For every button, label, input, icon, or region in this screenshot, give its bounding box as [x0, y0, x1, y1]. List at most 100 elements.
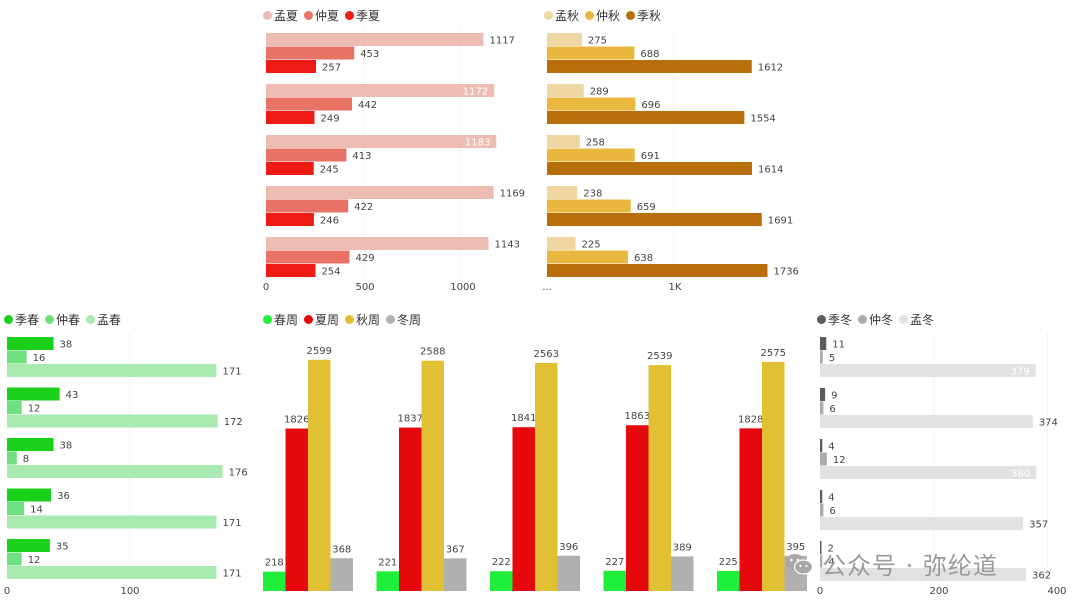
column — [421, 360, 444, 591]
bar — [547, 46, 635, 60]
legend-swatch — [304, 11, 314, 20]
legend-label: 孟冬 — [910, 313, 935, 327]
bar — [820, 503, 824, 517]
data-label: 1826 — [284, 415, 309, 426]
data-label: 1554 — [750, 114, 775, 125]
bar — [820, 401, 824, 415]
data-label: 4 — [828, 557, 834, 568]
bar — [7, 414, 218, 428]
bar — [7, 401, 22, 414]
bar — [820, 568, 1026, 581]
data-label: 357 — [1029, 520, 1048, 531]
data-label: 696 — [641, 100, 660, 111]
legend-swatch — [858, 315, 868, 324]
x-tick-label: 1000 — [450, 282, 475, 293]
legend-item: 季冬 — [817, 311, 852, 328]
data-label: 9 — [831, 391, 837, 402]
data-label: 1169 — [500, 189, 525, 200]
bar — [547, 186, 578, 199]
data-label: 222 — [492, 557, 511, 568]
bar — [547, 199, 631, 213]
column — [490, 571, 513, 591]
bar — [820, 554, 823, 568]
bar — [547, 213, 762, 226]
bar — [547, 135, 580, 148]
legend-label: 仲春 — [56, 313, 81, 327]
column — [648, 365, 671, 591]
data-label: 172 — [224, 417, 243, 428]
data-label: 171 — [222, 518, 241, 529]
legend-label: 春周 — [274, 313, 299, 327]
column — [626, 425, 649, 591]
data-label: 249 — [320, 114, 339, 125]
watermark: 公众号 · 弥纶道 — [784, 546, 998, 581]
x-tick-label: ... — [542, 282, 552, 293]
x-tick-label: 1K — [669, 282, 682, 293]
data-label: 225 — [719, 557, 738, 568]
bar — [266, 60, 317, 73]
data-label: 1117 — [489, 36, 514, 47]
bar — [547, 111, 745, 124]
data-label: 2 — [828, 544, 834, 555]
bar — [820, 490, 823, 503]
bar — [266, 162, 314, 175]
data-label: 1612 — [758, 63, 783, 74]
legend-item: 冬周 — [386, 311, 421, 328]
legend-label: 孟秋 — [555, 9, 580, 23]
data-label: 396 — [559, 542, 578, 553]
data-label: 238 — [583, 189, 602, 200]
data-label: 413 — [352, 151, 371, 162]
bar — [266, 237, 489, 250]
legend-swatch — [585, 11, 595, 20]
column — [671, 556, 694, 591]
bar — [547, 33, 582, 46]
data-label: 6 — [829, 506, 835, 517]
legend-item: 孟秋 — [544, 7, 579, 24]
legend-item: 孟夏 — [263, 7, 298, 24]
column — [512, 427, 535, 591]
bar — [266, 97, 353, 111]
legend-label: 季秋 — [637, 9, 662, 23]
legend-item: 季春 — [4, 311, 39, 328]
legend-swatch — [4, 315, 13, 324]
data-label: 422 — [354, 202, 373, 213]
legend-item: 夏周 — [304, 311, 339, 328]
legend-item: 仲冬 — [858, 311, 893, 328]
bar — [820, 337, 827, 350]
bar — [7, 515, 217, 529]
data-label: 1863 — [625, 411, 650, 422]
spring-legend: 季春 仲春 孟春 — [4, 311, 121, 328]
legend-swatch — [304, 315, 314, 324]
data-label: 367 — [446, 544, 465, 555]
bar — [820, 364, 1036, 377]
data-label: 368 — [332, 544, 351, 555]
bar — [820, 541, 822, 554]
legend-label: 季春 — [15, 313, 40, 327]
data-label: 43 — [66, 390, 79, 401]
data-label: 389 — [673, 542, 692, 553]
data-label: 1183 — [465, 138, 490, 149]
legend-label: 仲秋 — [596, 9, 621, 23]
legend-label: 夏周 — [315, 313, 340, 327]
bar — [7, 438, 54, 451]
bar — [7, 364, 217, 377]
column — [285, 428, 308, 591]
column — [535, 362, 558, 591]
data-label: 11 — [832, 340, 845, 351]
bar — [7, 465, 223, 478]
data-label: 171 — [222, 367, 241, 378]
legend-item: 季夏 — [345, 7, 380, 24]
data-label: 1828 — [738, 414, 763, 425]
data-label: 8 — [23, 454, 29, 465]
bar — [7, 451, 17, 465]
bar — [547, 97, 636, 111]
x-tick-label: 0 — [263, 282, 269, 293]
bar — [547, 162, 752, 175]
legend-label: 季夏 — [356, 9, 381, 23]
bar — [820, 415, 1033, 428]
bar — [7, 488, 52, 502]
column — [376, 571, 399, 591]
bar — [820, 439, 823, 452]
